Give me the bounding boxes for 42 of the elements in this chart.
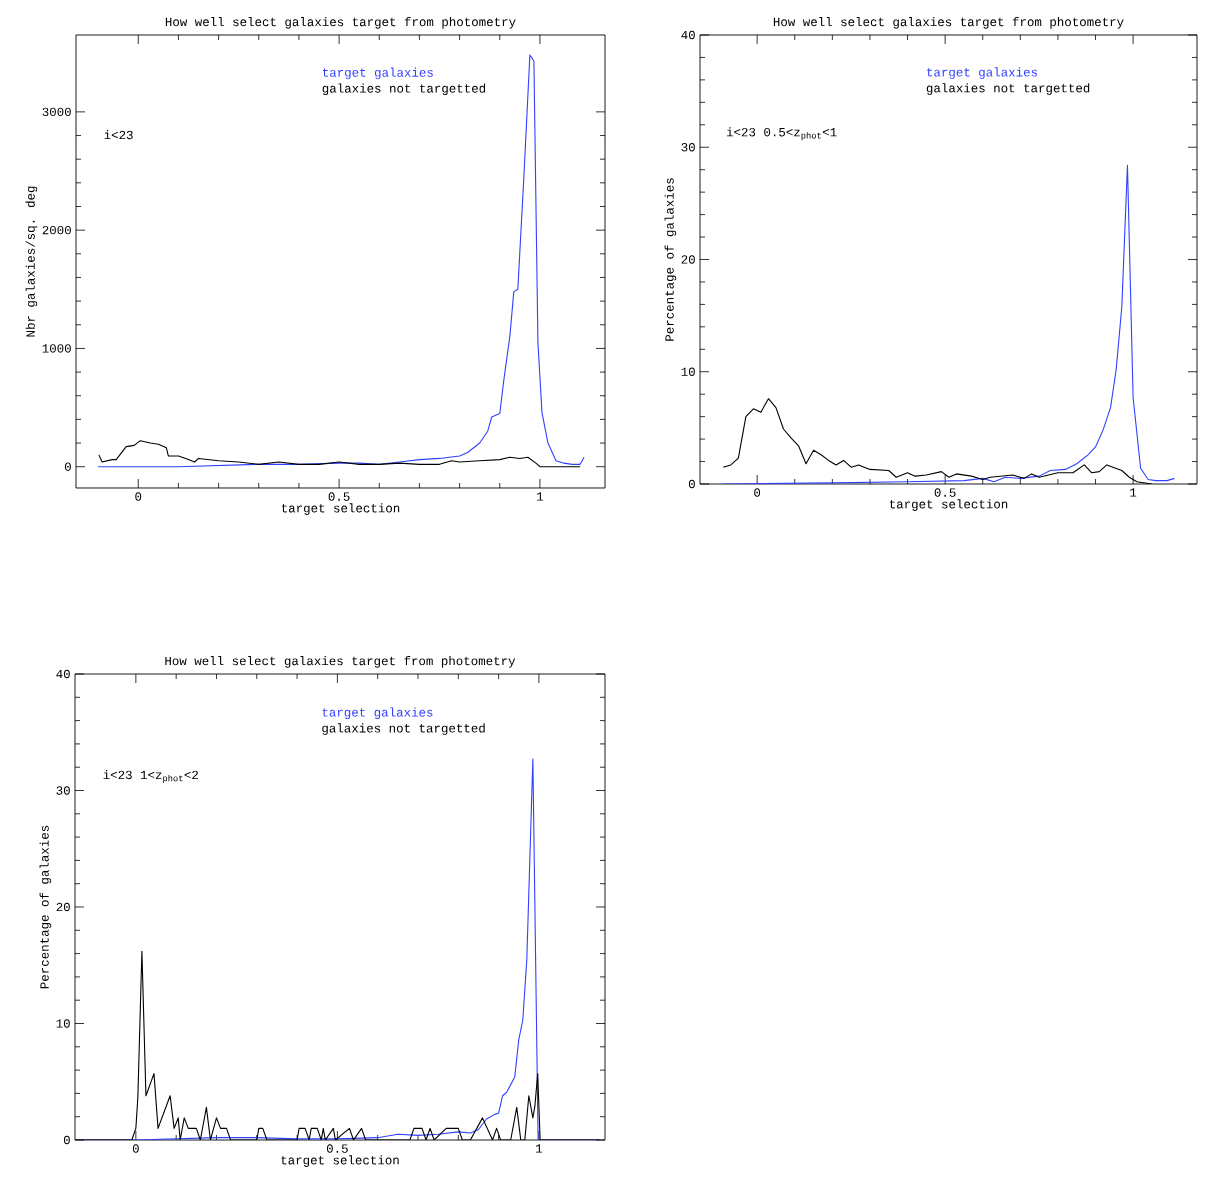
- x-axis-title: target selection: [889, 499, 1008, 511]
- y-tick-label: 10: [56, 1019, 70, 1028]
- y-tick-label: 0: [688, 479, 695, 489]
- y-tick-label: 2000: [42, 225, 71, 235]
- text: galaxies not targetted: [926, 83, 1090, 95]
- chart-title: How well select galaxies target from photometry: [165, 656, 516, 668]
- x-tick-label: 1: [1130, 488, 1137, 497]
- x-tick-label: 0.5: [934, 488, 956, 497]
- y-axis-title: Percentage of galaxies: [39, 825, 52, 989]
- y-axis-title: Nbr galaxies/sq. deg: [25, 186, 38, 337]
- text: target galaxies: [322, 67, 433, 80]
- y-tick-label: 20: [681, 255, 695, 264]
- y-tick-label: 3000: [42, 107, 71, 117]
- chart-title: How well select galaxies target from photometry: [165, 17, 516, 29]
- x-axis-title: target selection: [281, 1155, 399, 1167]
- chart-title: How well select galaxies target from photometry: [773, 17, 1124, 29]
- y-tick-label: 30: [681, 143, 695, 152]
- annotation: i<23: [104, 130, 133, 140]
- y-tick-label: 0: [63, 1135, 70, 1145]
- y-tick-label: 10: [681, 367, 695, 376]
- annotation: i<23 0.5<z$_{phot}$<1: [726, 127, 837, 141]
- x-tick-label: 0.5: [326, 1144, 348, 1153]
- text: target galaxies: [927, 67, 1037, 79]
- y-axis-title: Percentage of galaxies: [664, 178, 677, 341]
- x-tick-label: 0: [135, 492, 142, 501]
- annotation: i<23 1<z$_{phot}$<2: [103, 770, 198, 784]
- x-tick-label: 1: [537, 492, 544, 501]
- y-tick-label: 0: [64, 462, 71, 471]
- y-tick-label: 20: [56, 902, 70, 912]
- y-tick-label: 40: [56, 669, 70, 679]
- x-tick-label: 0: [754, 488, 761, 497]
- text: galaxies not targetted: [322, 723, 485, 735]
- y-tick-label: 40: [681, 30, 695, 40]
- text: target galaxies: [322, 707, 433, 720]
- text: galaxies not targetted: [322, 83, 486, 96]
- x-tick-label: 0.5: [328, 492, 350, 501]
- y-tick-label: 1000: [42, 344, 71, 353]
- x-axis-title: target selection: [281, 503, 400, 515]
- x-tick-label: 0: [132, 1144, 139, 1153]
- y-tick-label: 30: [56, 786, 70, 795]
- x-tick-label: 1: [536, 1144, 543, 1153]
- line-series: [722, 164, 1176, 484]
